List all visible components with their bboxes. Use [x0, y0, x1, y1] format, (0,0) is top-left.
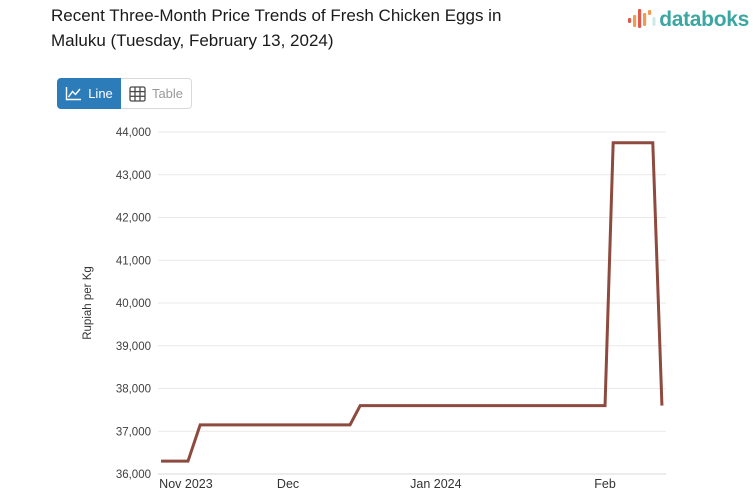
y-axis-tick-label: 37,000 [116, 426, 151, 438]
databoks-logo-icon [628, 9, 656, 28]
y-axis-tick-label: 43,000 [116, 170, 151, 182]
databoks-logo-text: databoks [659, 8, 749, 31]
x-axis-tick-label: Dec [277, 477, 299, 491]
table-icon [129, 85, 146, 102]
chart-title: Recent Three-Month Price Trends of Fresh… [51, 6, 502, 50]
line-chart[interactable]: 36,000 37,000 38,000 39,000 40,000 41,000 42,0… [0, 115, 753, 498]
x-axis-tick-label: Feb [594, 477, 616, 491]
databoks-logo: databoks [627, 7, 749, 33]
y-axis-tick-label: 41,000 [116, 255, 151, 267]
line-chart-icon [66, 87, 82, 101]
y-axis-tick-label: 38,000 [116, 384, 151, 396]
x-axis-tick-label: Jan 2024 [410, 477, 461, 491]
y-axis-title: Rupiah per Kg [82, 266, 94, 340]
view-toggle: Line Table [57, 78, 192, 109]
table-view-label: Table [151, 86, 184, 101]
price-trend-line[interactable] [161, 141, 664, 463]
y-axis-tick-label: 40,000 [116, 298, 151, 310]
y-axis-tick-label: 44,000 [116, 127, 151, 139]
line-view-label: Line [88, 86, 113, 101]
y-axis-tick-label: 39,000 [116, 341, 151, 353]
table-view-button[interactable]: Table [121, 78, 192, 109]
y-axis-tick-label: 36,000 [116, 469, 151, 481]
line-view-button[interactable]: Line [57, 78, 121, 109]
y-axis-tick-label: 42,000 [116, 213, 151, 225]
x-axis-tick-label: Nov 2023 [159, 477, 213, 491]
